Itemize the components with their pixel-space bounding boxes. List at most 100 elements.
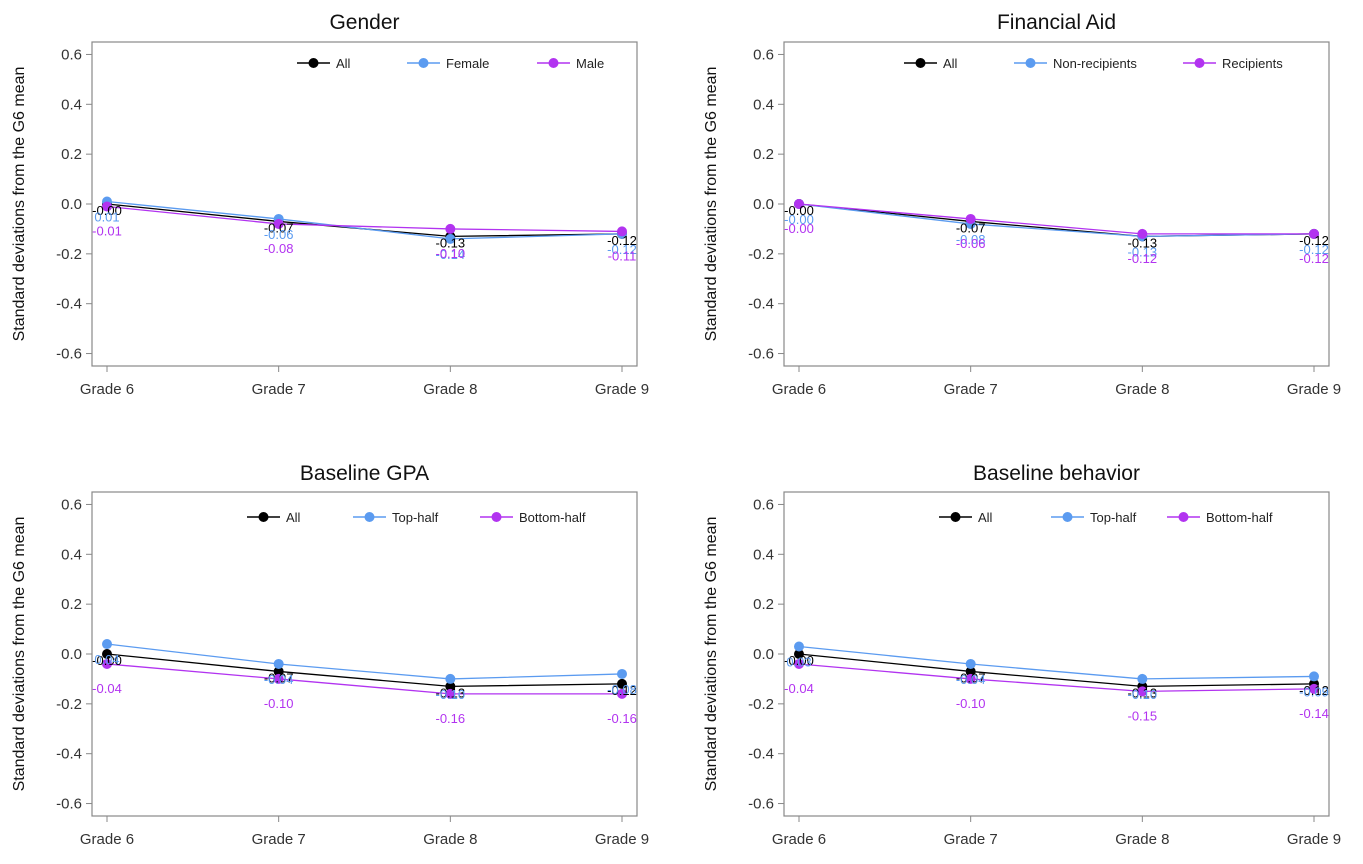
data-point	[794, 658, 804, 669]
series-line-top-half	[106, 643, 623, 680]
data-label: -0.13	[1128, 235, 1158, 250]
data-label: -0.04	[956, 672, 986, 687]
data-label: -0.10	[264, 696, 294, 711]
chart-title: Baseline behavior	[973, 462, 1140, 485]
data-label: -0.12	[607, 683, 637, 698]
plot-frame	[783, 41, 1330, 367]
data-label: -0.12	[1299, 251, 1329, 266]
data-point	[445, 673, 456, 684]
data-label: -0.04	[264, 672, 294, 687]
data-label: -0.11	[608, 248, 637, 263]
data-point	[965, 658, 976, 669]
data-label: -0.10	[436, 246, 466, 261]
y-tick-label: 0.2	[61, 146, 82, 163]
data-label: -0.06	[956, 236, 986, 251]
data-point	[1309, 671, 1319, 682]
y-axis-label: Standard deviations from the G6 mean	[703, 67, 720, 342]
data-point	[617, 688, 627, 699]
legend-marker	[1025, 58, 1036, 68]
y-axis-label: Standard deviations from the G6 mean	[703, 517, 720, 792]
data-label: -0.13	[1128, 244, 1158, 259]
series-line-bottom-half	[798, 663, 1315, 693]
y-tick-label: 0.2	[61, 596, 82, 613]
data-point	[965, 666, 976, 677]
data-point	[617, 668, 627, 679]
legend-label: Bottom-half	[519, 510, 586, 525]
data-label: -0.00	[784, 221, 814, 236]
y-tick-label: 0.6	[753, 46, 774, 63]
y-axis-label: Standard deviations from the G6 mean	[11, 67, 28, 342]
legend-label: All	[336, 56, 351, 71]
legend-label: Male	[576, 56, 604, 71]
y-tick-label: -0.2	[56, 246, 82, 263]
data-label: -0.16	[436, 711, 466, 726]
chart-panel-1: Gender Standard deviations from the G6 me…	[11, 11, 649, 398]
y-tick-label: 0.2	[753, 146, 774, 163]
chart-panel-2: Financial Aid Standard deviations from th…	[703, 11, 1341, 398]
data-label: 0.04	[94, 652, 119, 667]
data-label: -0.14	[436, 247, 466, 262]
data-point	[1309, 683, 1319, 694]
data-point	[102, 649, 112, 659]
data-label: -0.12	[607, 233, 637, 248]
data-point	[445, 233, 456, 244]
y-tick-label: 0.6	[753, 496, 774, 513]
y-tick-label: 0.4	[753, 546, 774, 563]
series-line-female	[106, 200, 623, 240]
data-label: -0.16	[607, 711, 637, 726]
x-tick-label: Grade 8	[423, 831, 477, 848]
y-tick-label: 0.6	[61, 46, 82, 63]
data-label: -0.12	[1299, 242, 1329, 257]
data-point	[965, 673, 976, 684]
legend-label: Non-recipients	[1053, 56, 1137, 71]
y-tick-label: 0.2	[753, 596, 774, 613]
data-label: -0.00	[92, 653, 122, 668]
data-label: -0.06	[264, 227, 294, 242]
x-tick-label: Grade 6	[772, 831, 826, 848]
legend-marker	[548, 58, 559, 68]
data-point	[1137, 686, 1148, 697]
data-point	[445, 688, 456, 699]
x-tick-label: Grade 9	[595, 381, 649, 398]
series-line-non-recipients	[798, 203, 1315, 238]
data-label: -0.07	[956, 670, 986, 685]
chart-panel-3: Baseline GPA Standard deviations from the…	[11, 462, 649, 848]
x-tick-label: Grade 9	[1287, 831, 1341, 848]
y-tick-label: -0.2	[748, 246, 774, 263]
data-point	[273, 666, 284, 677]
legend-marker	[308, 58, 319, 68]
data-label: -0.12	[1299, 683, 1329, 698]
data-label: -0.00	[92, 203, 122, 218]
data-label: -0.12	[1128, 251, 1158, 266]
data-point	[102, 201, 112, 212]
data-label: -0.07	[264, 220, 294, 235]
y-tick-label: 0.4	[61, 96, 82, 113]
data-point	[273, 218, 284, 229]
data-label: -0.14	[1299, 706, 1329, 721]
x-tick-label: Grade 8	[423, 381, 477, 398]
data-point	[102, 658, 112, 669]
data-point	[273, 658, 284, 669]
data-label: -0.07	[264, 670, 294, 685]
legend-label: Top-half	[1090, 510, 1137, 525]
data-point	[273, 673, 284, 684]
y-tick-label: -0.4	[56, 746, 82, 763]
legend-label: All	[286, 510, 301, 525]
x-tick-label: Grade 6	[80, 831, 134, 848]
chart-title: Financial Aid	[997, 11, 1116, 34]
legend-label: Female	[446, 56, 489, 71]
legend-marker	[364, 512, 375, 522]
data-label: -0.07	[956, 220, 986, 235]
legend-label: Bottom-half	[1206, 510, 1273, 525]
data-label: -0.09	[1299, 684, 1329, 699]
data-label: -0.00	[784, 212, 814, 227]
x-tick-label: Grade 7	[252, 381, 306, 398]
y-tick-label: -0.2	[56, 696, 82, 713]
series-line-all	[798, 203, 1315, 238]
y-tick-label: -0.6	[56, 796, 82, 813]
x-tick-label: Grade 7	[944, 381, 998, 398]
data-label: -0.00	[784, 203, 814, 218]
chart-title: Baseline GPA	[300, 462, 429, 485]
data-label: -0.12	[607, 242, 637, 257]
